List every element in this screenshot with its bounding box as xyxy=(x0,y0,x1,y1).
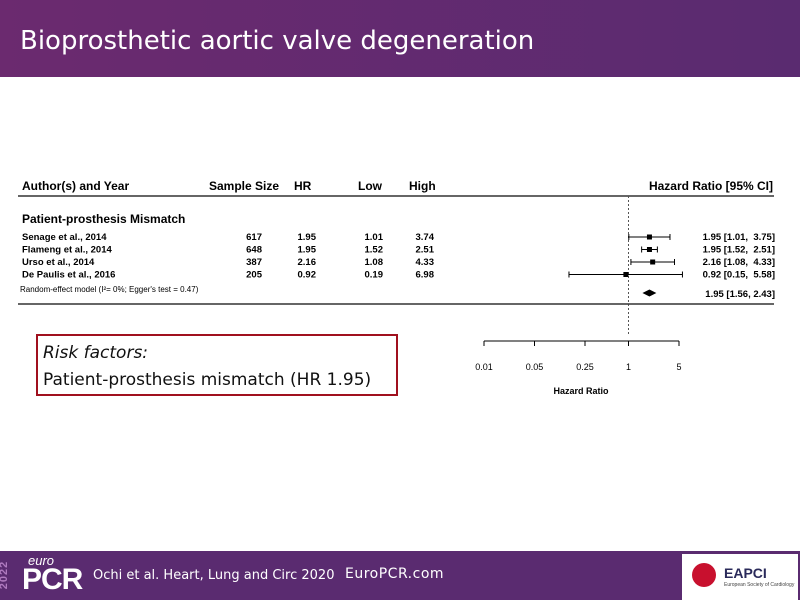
pooled-diamond xyxy=(642,289,657,297)
col-header-hr: HR xyxy=(294,179,312,193)
pooled-ci-label: 1.95 [1.56, 2.43] xyxy=(705,289,775,300)
study-hr: 2.16 xyxy=(298,257,317,268)
study-author: Senage et al., 2014 xyxy=(22,232,107,243)
study-row: Senage et al., 2014 617 1.95 1.01 3.74 1.95 [… xyxy=(22,232,775,243)
study-high: 3.74 xyxy=(416,232,435,243)
x-tick-label: 0.25 xyxy=(576,362,594,372)
point-estimate xyxy=(646,234,652,240)
eapci-subtitle: European Society of Cardiology xyxy=(724,582,795,588)
citation: Ochi et al. Heart, Lung and Circ 2020 xyxy=(93,568,335,583)
subgroup-label: Patient-prosthesis Mismatch xyxy=(22,212,185,226)
logo-euro: euro xyxy=(28,553,55,568)
point-estimate xyxy=(623,272,629,277)
point-estimate xyxy=(650,259,656,265)
study-row: De Paulis et al., 2016 205 0.92 0.19 6.98 0.9… xyxy=(22,270,775,281)
study-high: 6.98 xyxy=(416,270,435,281)
x-tick-label: 0.05 xyxy=(526,362,544,372)
x-tick-label: 1 xyxy=(626,362,631,372)
eapci-name: EAPCI xyxy=(724,565,767,581)
pooled-row: Random-effect model (I²= 0%; Egger's tes… xyxy=(20,285,775,300)
study-low: 1.52 xyxy=(365,245,384,256)
logo-year: 2022 xyxy=(0,560,11,590)
slide-title: Bioprosthetic aortic valve degeneration xyxy=(20,26,535,56)
point-estimate xyxy=(646,247,652,252)
x-tick-label: 0.01 xyxy=(475,362,493,372)
study-high: 4.33 xyxy=(416,257,435,268)
risk-factor-callout: Risk factors: Patient-prosthesis mismatc… xyxy=(36,334,398,396)
study-row: Flameng et al., 2014 648 1.95 1.52 2.51 1.95 … xyxy=(22,245,775,256)
study-author: Flameng et al., 2014 xyxy=(22,245,112,256)
study-author: Urso et al., 2014 xyxy=(22,257,95,268)
study-low: 1.01 xyxy=(365,232,384,243)
study-hr: 1.95 xyxy=(298,245,317,256)
study-sample-size: 205 xyxy=(246,270,263,281)
col-header-ci: Hazard Ratio [95% CI] xyxy=(649,179,773,193)
study-sample-size: 617 xyxy=(246,232,262,243)
study-sample-size: 387 xyxy=(246,257,262,268)
website-link[interactable]: EuroPCR.com xyxy=(345,566,445,582)
study-row: Urso et al., 2014 387 2.16 1.08 4.33 2.16 [1.… xyxy=(22,257,775,268)
slide-footer xyxy=(0,551,800,600)
study-high: 2.51 xyxy=(416,245,435,256)
study-low: 1.08 xyxy=(365,257,384,268)
study-ci-label: 2.16 [1.08, 4.33] xyxy=(703,257,775,268)
col-header-high: High xyxy=(409,179,436,193)
europcr-logo: PCR xyxy=(22,563,83,596)
study-ci-label: 0.92 [0.15, 5.58] xyxy=(703,270,775,281)
study-sample-size: 648 xyxy=(246,245,262,256)
study-hr: 1.95 xyxy=(298,232,317,243)
col-header-author: Author(s) and Year xyxy=(22,179,129,193)
heart-icon xyxy=(692,563,716,587)
callout-body: Patient-prosthesis mismatch (HR 1.95) xyxy=(43,370,372,390)
forest-plot: Author(s) and Year Sample Size HR Low Hi… xyxy=(18,179,775,396)
study-low: 0.19 xyxy=(365,270,384,281)
col-header-sample: Sample Size xyxy=(209,179,279,193)
x-axis-label: Hazard Ratio xyxy=(553,386,609,396)
pooled-label: Random-effect model (I²= 0%; Egger's tes… xyxy=(20,285,199,294)
study-ci-label: 1.95 [1.01, 3.75] xyxy=(703,232,775,243)
study-hr: 0.92 xyxy=(298,270,317,281)
study-ci-label: 1.95 [1.52, 2.51] xyxy=(703,245,775,256)
study-author: De Paulis et al., 2016 xyxy=(22,270,115,281)
col-header-low: Low xyxy=(358,179,383,193)
x-tick-label: 5 xyxy=(676,362,681,372)
callout-title: Risk factors: xyxy=(43,343,149,363)
slide-header: Bioprosthetic aortic valve degeneration xyxy=(0,0,800,77)
